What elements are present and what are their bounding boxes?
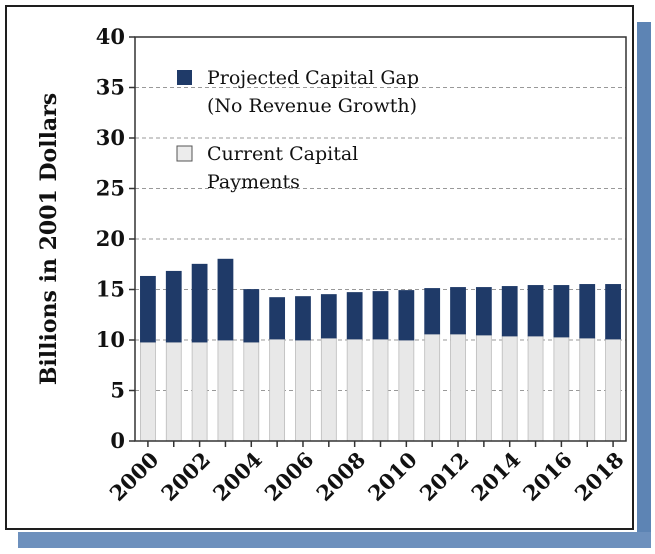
legend-label-current-line2: Payments (207, 171, 300, 193)
bar-current-2017 (579, 337, 596, 442)
bar-gap-2011 (424, 288, 441, 335)
bar-current-2007 (320, 337, 337, 442)
bar-gap-2000 (140, 275, 156, 343)
bar-gap-2002 (191, 263, 208, 343)
bar-gap-2016 (553, 285, 570, 338)
legend: Projected Capital Gap (No Revenue Growth… (176, 67, 419, 193)
bars-group (140, 258, 621, 442)
bar-gap-2004 (243, 289, 260, 343)
bar-current-2002 (191, 341, 208, 442)
bar-gap-2007 (320, 294, 337, 339)
bar-gap-2017 (579, 284, 596, 339)
y-axis-label: Billions in 2001 Dollars (36, 93, 62, 385)
bar-current-2016 (553, 336, 570, 442)
bar-gap-2013 (475, 287, 492, 336)
y-tick-label-10: 10 (96, 327, 125, 352)
bar-gap-2014 (501, 286, 518, 337)
legend-label-gap-line1: Projected Capital Gap (207, 67, 419, 89)
bar-current-2010 (398, 339, 415, 442)
bar-current-2012 (450, 333, 466, 442)
x-tick-label-2008: 2008 (311, 447, 370, 506)
frame-shadow-bottom (18, 532, 651, 548)
y-tick-label-0: 0 (110, 428, 125, 453)
x-tick-label-2016: 2016 (518, 447, 577, 506)
legend-swatch-gap (177, 70, 192, 85)
x-tick-label-2010: 2010 (363, 447, 422, 506)
x-tick-label-2002: 2002 (156, 447, 215, 506)
y-tick-label-40: 40 (96, 24, 125, 49)
y-tick-label-30: 30 (96, 125, 125, 150)
bar-current-2014 (501, 335, 518, 442)
x-tick-label-2014: 2014 (466, 447, 525, 506)
y-tick-label-5: 5 (110, 378, 125, 403)
bar-gap-2005 (269, 297, 286, 340)
bar-current-2009 (372, 338, 389, 442)
legend-label-gap-line2: (No Revenue Growth) (207, 95, 417, 117)
y-tick-label-15: 15 (96, 277, 125, 302)
bar-gap-2010 (398, 290, 415, 341)
bar-current-2000 (140, 341, 156, 442)
x-tick-label-2018: 2018 (570, 447, 629, 506)
x-tick-label-2006: 2006 (259, 447, 318, 506)
bar-gap-2018 (605, 284, 621, 340)
chart-frame (5, 5, 634, 530)
bar-current-2004 (243, 341, 260, 442)
bar-current-2006 (295, 339, 311, 442)
bar-current-2005 (269, 338, 286, 442)
y-tick-labels: 0 5 10 15 20 25 30 35 40 (96, 24, 135, 453)
x-tick-label-2012: 2012 (415, 447, 474, 506)
x-tick-label-2004: 2004 (208, 447, 267, 506)
y-tick-label-25: 25 (96, 176, 125, 201)
bar-gap-2001 (165, 270, 182, 343)
y-tick-label-35: 35 (96, 75, 125, 100)
bar-gap-2008 (346, 292, 363, 340)
y-tick-label-20: 20 (96, 226, 125, 251)
legend-label-current-line1: Current Capital (207, 143, 358, 165)
bar-current-2001 (165, 341, 182, 442)
x-tick-label-2000: 2000 (104, 447, 163, 506)
bar-gap-2006 (295, 296, 311, 341)
bar-gap-2003 (217, 258, 234, 341)
bar-current-2013 (475, 334, 492, 442)
bar-gap-2012 (450, 287, 466, 335)
bar-current-2018 (605, 338, 621, 442)
bar-current-2011 (424, 333, 441, 442)
legend-swatch-current (176, 145, 193, 162)
bar-current-2003 (217, 339, 234, 442)
bar-gap-2009 (372, 291, 389, 340)
frame-shadow-right (637, 22, 651, 546)
bar-gap-2015 (527, 285, 544, 337)
bar-current-2015 (527, 335, 544, 442)
bar-current-2008 (346, 338, 363, 442)
